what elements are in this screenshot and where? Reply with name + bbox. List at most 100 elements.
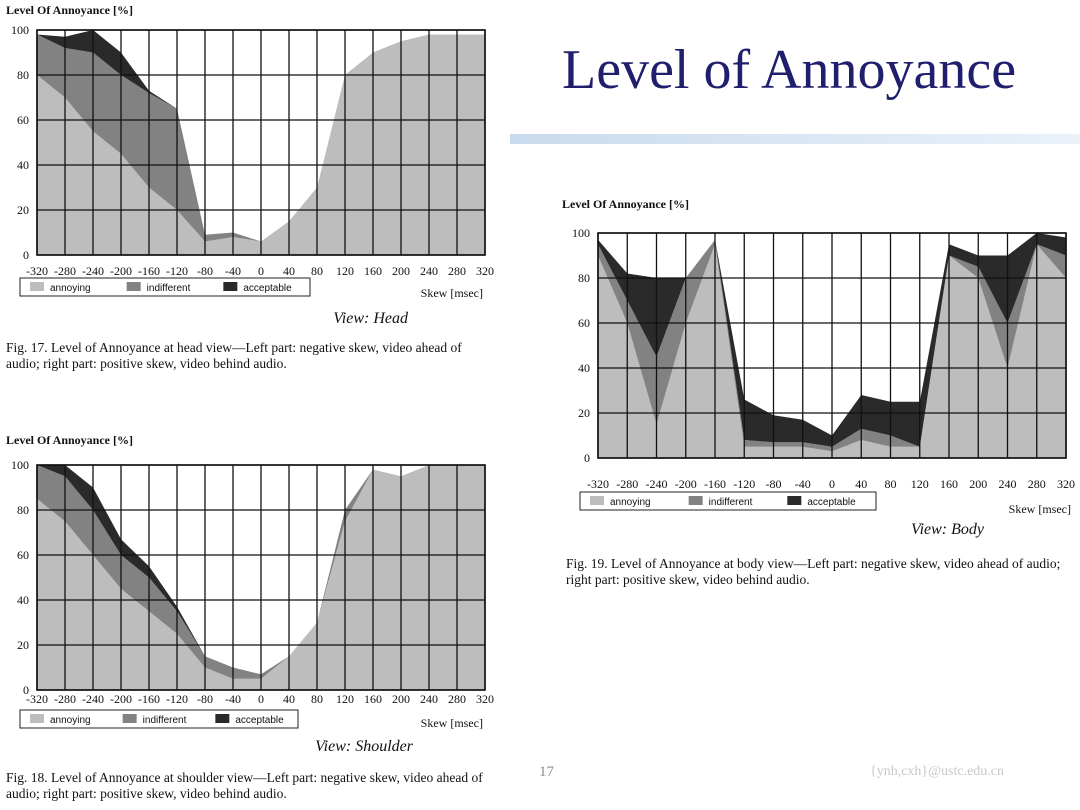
- chart-body: Level Of Annoyance [%] 0 20 40 60 80 100 -320 -2…: [556, 196, 1076, 541]
- y-tick-label: 0: [584, 451, 590, 465]
- y-tick-label: 100: [11, 458, 29, 472]
- legend-swatch-annoying: [590, 496, 604, 505]
- y-tick-label: 0: [23, 248, 29, 262]
- x-tick-label: -40: [225, 264, 241, 278]
- x-tick-label: 40: [855, 477, 867, 491]
- x-tick-label: -80: [197, 264, 213, 278]
- legend-label-annoying: annoying: [50, 283, 91, 294]
- x-axis-label: Skew [msec]: [421, 716, 483, 730]
- x-tick-label: -40: [795, 477, 811, 491]
- legend-swatch-indifferent: [688, 496, 703, 505]
- x-tick-label: 40: [283, 264, 295, 278]
- legend-label-acceptable: acceptable: [243, 283, 292, 294]
- x-tick-label: -200: [110, 692, 132, 706]
- x-tick-label: 200: [392, 692, 410, 706]
- x-tick-label: -320: [26, 692, 48, 706]
- x-tick-label: 80: [311, 692, 323, 706]
- x-tick-label: 160: [364, 692, 382, 706]
- x-tick-label: 80: [885, 477, 897, 491]
- x-tick-label: -280: [54, 264, 76, 278]
- x-tick-label: 40: [283, 692, 295, 706]
- figure-caption: Fig. 18. Level of Annoyance at shoulder …: [6, 770, 483, 801]
- x-tick-label: 160: [364, 264, 382, 278]
- x-tick-label: -280: [616, 477, 638, 491]
- x-tick-label: -280: [54, 692, 76, 706]
- plot-frame: [36, 464, 486, 691]
- area-indifferent: [37, 34, 485, 242]
- x-tick-label: 120: [336, 692, 354, 706]
- y-tick-label: 40: [17, 593, 29, 607]
- y-tick-label: 100: [572, 226, 590, 240]
- plot-frame: [36, 29, 486, 256]
- x-tick-label: -40: [225, 692, 241, 706]
- x-tick-label: -240: [646, 477, 668, 491]
- y-tick-label: 60: [17, 548, 29, 562]
- legend-swatch-annoying: [30, 282, 44, 291]
- footer-email: {ynh,cxh}@ustc.edu.cn: [870, 764, 1005, 779]
- legend-label-acceptable: acceptable: [235, 715, 284, 726]
- x-tick-label: 320: [1057, 477, 1075, 491]
- x-tick-label: 240: [999, 477, 1017, 491]
- y-tick-label: 40: [17, 158, 29, 172]
- figure-caption: Fig. 17. Level of Annoyance at head view…: [6, 340, 462, 371]
- x-tick-label: -200: [110, 264, 132, 278]
- legend-swatch-acceptable: [215, 714, 230, 723]
- x-tick-label: 240: [420, 692, 438, 706]
- x-tick-label: -120: [166, 692, 188, 706]
- x-tick-label: 200: [969, 477, 987, 491]
- x-tick-label: 280: [448, 264, 466, 278]
- y-tick-label: 100: [11, 23, 29, 37]
- view-label: View: Body: [911, 521, 985, 538]
- x-tick-label: 120: [911, 477, 929, 491]
- x-tick-label: 200: [392, 264, 410, 278]
- x-tick-label: -120: [733, 477, 755, 491]
- y-tick-label: 60: [17, 113, 29, 127]
- x-tick-label: 240: [420, 264, 438, 278]
- y-tick-label: 40: [578, 361, 590, 375]
- x-tick-label: 160: [940, 477, 958, 491]
- y-axis-label: Level Of Annoyance [%]: [562, 197, 689, 211]
- view-label: View: Head: [333, 310, 409, 327]
- chart-head: Level Of Annoyance [%] 0 20 40 60 80 100 -320 -2…: [0, 0, 505, 330]
- x-tick-label: -80: [766, 477, 782, 491]
- y-tick-label: 60: [578, 316, 590, 330]
- x-tick-label: 0: [258, 264, 264, 278]
- slide-title: Level of Annoyance: [562, 39, 1017, 101]
- x-axis-label: Skew [msec]: [421, 286, 483, 300]
- area-acceptable: [598, 233, 1066, 447]
- y-tick-label: 20: [578, 406, 590, 420]
- area-acceptable: [37, 465, 485, 675]
- legend-label-annoying: annoying: [610, 497, 651, 508]
- x-tick-label: -320: [26, 264, 48, 278]
- x-tick-label: -320: [587, 477, 609, 491]
- y-tick-label: 80: [17, 68, 29, 82]
- x-tick-label: 320: [476, 264, 494, 278]
- legend-box: [19, 277, 311, 297]
- x-tick-label: 0: [829, 477, 835, 491]
- y-tick-label: 20: [17, 638, 29, 652]
- x-tick-label: 280: [1028, 477, 1046, 491]
- y-axis-label: Level Of Annoyance [%]: [6, 3, 133, 17]
- x-tick-label: 280: [448, 692, 466, 706]
- head-view-chart: Level Of Annoyance [%] 0 20 40 60 80 100 -320 -2…: [6, 3, 494, 327]
- legend-label-indifferent: indifferent: [709, 497, 753, 508]
- y-tick-label: 0: [23, 683, 29, 697]
- x-tick-label: 120: [336, 264, 354, 278]
- figure-caption: Fig. 19. Level of Annoyance at body view…: [566, 556, 1061, 587]
- view-label: View: Shoulder: [315, 738, 414, 755]
- x-tick-label: 0: [258, 692, 264, 706]
- body-view-chart: Level Of Annoyance [%] 0 20 40 60 80 100 -320 -2…: [562, 197, 1075, 538]
- x-tick-label: -200: [675, 477, 697, 491]
- legend-box: [579, 491, 877, 511]
- legend-swatch-indifferent: [126, 282, 141, 291]
- legend-label-indifferent: indifferent: [147, 283, 191, 294]
- legend-swatch-annoying: [30, 714, 44, 723]
- x-tick-label: -240: [82, 692, 104, 706]
- x-tick-label: -160: [704, 477, 726, 491]
- legend-label-acceptable: acceptable: [807, 497, 856, 508]
- y-tick-label: 80: [17, 503, 29, 517]
- legend-swatch-acceptable: [787, 496, 802, 505]
- x-tick-label: -120: [166, 264, 188, 278]
- y-axis-label: Level Of Annoyance [%]: [6, 433, 133, 447]
- y-tick-label: 80: [578, 271, 590, 285]
